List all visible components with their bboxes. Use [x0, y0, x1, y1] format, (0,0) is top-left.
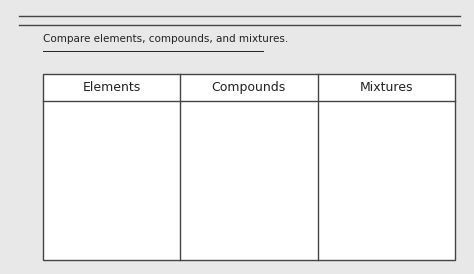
Text: Compounds: Compounds	[212, 81, 286, 94]
Text: Compare elements, compounds, and mixtures.: Compare elements, compounds, and mixture…	[43, 34, 288, 44]
Bar	[43, 74, 455, 260]
Text: Mixtures: Mixtures	[360, 81, 413, 94]
Text: Elements: Elements	[82, 81, 140, 94]
